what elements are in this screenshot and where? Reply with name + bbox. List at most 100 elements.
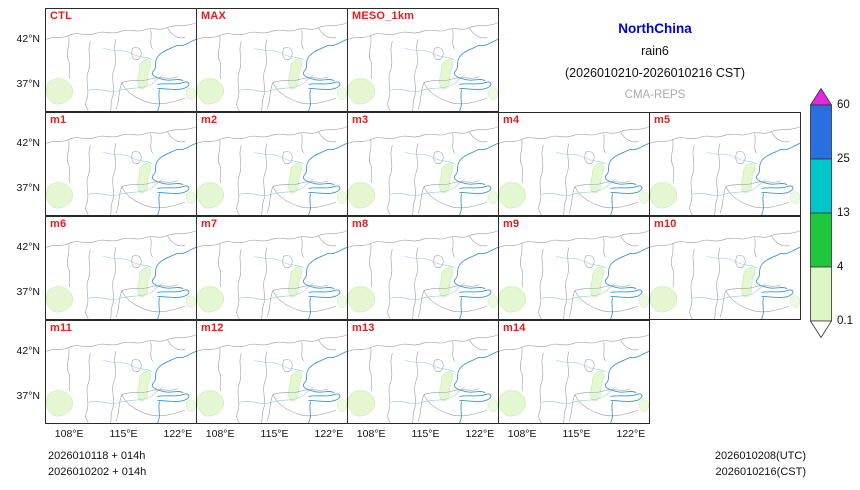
panel-label: m3 [352,114,369,126]
footer-init-times: 2026010118 + 014h 2026010202 + 014h [48,448,146,480]
panel-label: m11 [50,322,73,334]
panel-label: MESO_1km [352,10,415,22]
map-panel-m14: m14 [498,320,650,424]
y-axis-labels-row2: 42°N 37°N [0,112,42,216]
x-tick-122e: 122°E [314,428,344,440]
map-panel-m4: m4 [498,112,650,216]
y-axis-labels-row3: 42°N 37°N [0,216,42,320]
y-tick-37n: 37°N [16,182,40,194]
x-tick-122e: 122°E [465,428,495,440]
y-tick-37n: 37°N [16,78,40,90]
x-tick-115e: 115°E [411,428,440,440]
panel-label: m10 [654,218,677,230]
map-panel-m3: m3 [347,112,499,216]
map-panel-m13: m13 [347,320,499,424]
panel-label: m7 [201,218,218,230]
y-axis-labels-row1: 42°N 37°N [0,8,42,112]
map-plot [197,230,347,319]
panel-label: m1 [50,114,67,126]
map-plot [348,126,498,215]
panels-row4: m11 m12 m13 m14 [45,320,650,424]
map-plot [499,230,649,319]
colorbar-label-0-1: 0.1 [837,315,853,327]
panel-label: m6 [50,218,67,230]
footer-init-line2: 2026010202 + 014h [48,466,147,478]
panels-row2: m1 m2 m3 m4 m5 [45,112,801,216]
map-plot [499,334,649,423]
colorbar: 60 25 13 4 0.1 [810,88,860,350]
colorbar-label-25: 25 [837,153,850,165]
y-tick-42n: 42°N [16,137,40,149]
map-plot [46,22,196,111]
x-tick-122e: 122°E [163,428,193,440]
x-tick-108e: 108°E [356,428,386,440]
map-panel-ctl: CTL [45,8,197,112]
map-plot [46,230,196,319]
y-tick-37n: 37°N [16,286,40,298]
y-axis-labels-row4: 42°N 37°N [0,320,42,424]
map-plot [650,230,800,319]
y-tick-37n: 37°N [16,390,40,402]
colorbar-band-25-60 [810,104,832,160]
x-axis-col3: 108°E 115°E 122°E [347,428,498,444]
title-variable: rain6 [641,44,669,58]
colorbar-label-4: 4 [837,261,844,273]
x-tick-108e: 108°E [54,428,84,440]
map-panel-m9: m9 [498,216,650,320]
colorbar-band-13-25 [810,158,832,214]
title-block: NorthChina rain6 (2026010210-2026010216 … [505,18,805,106]
x-axis-col4: 108°E 115°E 122°E [498,428,649,444]
x-tick-115e: 115°E [562,428,591,440]
map-panel-m7: m7 [196,216,348,320]
title-period: (2026010210-2026010216 CST) [565,66,745,80]
colorbar-under-arrow [810,320,832,338]
map-plot [348,22,498,111]
map-panel-m5: m5 [649,112,801,216]
colorbar-band-4-13 [810,212,832,268]
panels-row3: m6 m7 m8 m9 m10 [45,216,801,320]
x-axis-col1: 108°E 115°E 122°E [45,428,196,444]
panel-label: m12 [201,322,224,334]
x-tick-108e: 108°E [507,428,537,440]
map-plot [197,126,347,215]
map-plot [499,126,649,215]
map-plot [197,334,347,423]
colorbar-label-13: 13 [837,207,850,219]
panel-label: m9 [503,218,520,230]
x-axis-labels: 108°E 115°E 122°E 108°E 115°E 122°E 108°… [0,428,860,444]
map-panel-m10: m10 [649,216,801,320]
panel-label: m8 [352,218,369,230]
panel-label: m2 [201,114,218,126]
map-panel-m6: m6 [45,216,197,320]
map-panel-m11: m11 [45,320,197,424]
map-plot [348,230,498,319]
colorbar-label-60: 60 [837,99,850,111]
x-tick-122e: 122°E [616,428,646,440]
map-panel-max: MAX [196,8,348,112]
colorbar-scale [810,88,832,338]
footer-init-line1: 2026010118 + 014h [48,450,146,462]
map-plot [46,126,196,215]
panel-row-2: 42°N 37°N m1 m2 m3 m4 m5 [0,112,860,216]
panel-label: MAX [201,10,227,22]
x-tick-108e: 108°E [205,428,235,440]
footer-valid-times: 2026010208(UTC) 2026010216(CST) [715,448,806,480]
title-region: NorthChina [618,21,692,36]
panel-label: m4 [503,114,520,126]
x-tick-115e: 115°E [109,428,138,440]
map-plot [197,22,347,111]
panels-row1: CTL MAX MESO_1km [45,8,499,112]
x-tick-115e: 115°E [260,428,289,440]
map-panel-meso-1km: MESO_1km [347,8,499,112]
map-panel-m1: m1 [45,112,197,216]
panel-row-3: 42°N 37°N m6 m7 m8 m9 m10 [0,216,860,320]
x-axis-col2: 108°E 115°E 122°E [196,428,347,444]
y-tick-42n: 42°N [16,345,40,357]
panel-row-4: 42°N 37°N m11 m12 m13 m14 [0,320,860,424]
panel-label: m5 [654,114,671,126]
y-tick-42n: 42°N [16,33,40,45]
y-tick-42n: 42°N [16,241,40,253]
footer-valid-utc: 2026010208(UTC) [714,450,806,462]
map-plot [650,126,800,215]
